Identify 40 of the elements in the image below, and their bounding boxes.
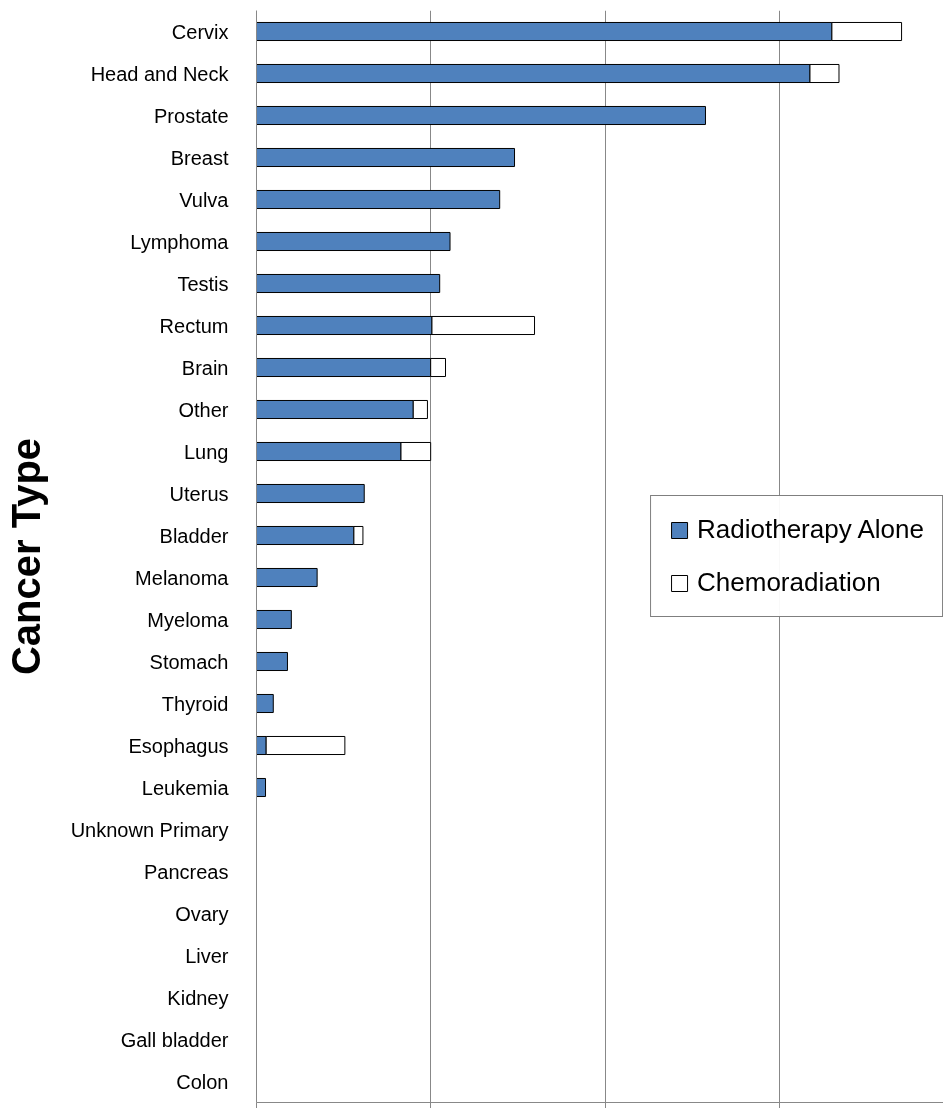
y-tick-label: Melanoma <box>135 566 230 589</box>
bar <box>256 147 516 168</box>
y-tick-label: Brain <box>181 356 229 379</box>
bar <box>256 567 318 588</box>
y-tick-label: Uterus <box>169 482 229 505</box>
y-tick-label: Lymphoma <box>130 230 230 253</box>
y-tick-label: Bladder <box>159 524 229 547</box>
bar <box>256 273 441 294</box>
bar <box>256 693 274 714</box>
legend-label: Chemoradiation <box>697 567 881 598</box>
y-tick-label: Head and Neck <box>90 62 230 85</box>
bar <box>256 651 288 672</box>
y-tick-label: Leukemia <box>141 776 230 799</box>
y-tick-label: Testis <box>177 272 229 295</box>
bar <box>256 231 451 252</box>
bar <box>256 189 501 210</box>
bar <box>256 777 267 798</box>
y-tick-label: Rectum <box>159 314 229 337</box>
bar <box>256 609 292 630</box>
y-tick-label: Liver <box>185 944 229 967</box>
y-tick-label: Gall bladder <box>120 1028 229 1051</box>
y-tick-label: Stomach <box>149 650 229 673</box>
y-tick-label: Ovary <box>175 902 229 925</box>
bar <box>256 483 365 504</box>
y-tick-label: Thyroid <box>161 692 229 715</box>
y-tick-label: Other <box>178 398 229 421</box>
y-tick-label: Kidney <box>167 986 229 1009</box>
y-tick-label: Colon <box>176 1070 229 1093</box>
y-tick-label: Pancreas <box>144 860 229 883</box>
y-tick-label: Esophagus <box>128 734 229 757</box>
y-tick-label: Myeloma <box>147 608 230 631</box>
legend-label: Radiotherapy Alone <box>697 514 924 545</box>
y-tick-label: Vulva <box>179 188 230 211</box>
y-tick-label: Prostate <box>154 104 229 127</box>
y-tick-label: Cervix <box>171 20 229 43</box>
y-tick-label: Unknown Primary <box>70 818 229 841</box>
y-axis-title: Cancer Type <box>3 437 48 676</box>
y-tick-label: Breast <box>170 146 229 169</box>
y-tick-label: Lung <box>184 440 229 463</box>
bar <box>256 105 706 126</box>
